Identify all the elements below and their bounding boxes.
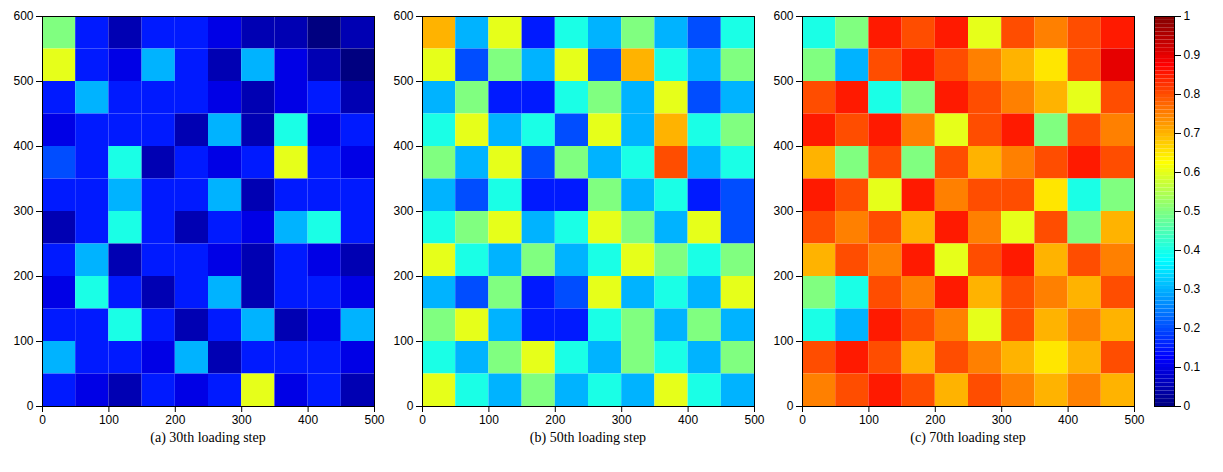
svg-text:500: 500 <box>393 74 413 88</box>
svg-text:0: 0 <box>27 399 34 413</box>
svg-text:600: 600 <box>393 9 413 23</box>
html-text:(c) 70th loading step: (c) 70th loading step <box>910 430 1026 445</box>
svg-text:200: 200 <box>165 413 185 427</box>
svg-text:500: 500 <box>744 413 764 427</box>
svg-text:0.6: 0.6 <box>1184 165 1201 179</box>
svg-text:0.5: 0.5 <box>1184 204 1201 218</box>
svg-text:600: 600 <box>773 9 793 23</box>
html-text:(a) 30th loading step: (a) 30th loading step <box>150 430 266 445</box>
svg-text:100: 100 <box>13 334 33 348</box>
svg-text:400: 400 <box>678 413 698 427</box>
svg-text:0: 0 <box>407 399 414 413</box>
svg-text:300: 300 <box>393 204 413 218</box>
svg-text:0: 0 <box>1184 399 1191 413</box>
svg-text:0.9: 0.9 <box>1184 48 1201 62</box>
svg-text:500: 500 <box>773 74 793 88</box>
svg-text:300: 300 <box>992 413 1012 427</box>
html-text:(b) 50th loading step: (b) 50th loading step <box>529 430 647 445</box>
svg-text:1: 1 <box>1184 9 1191 23</box>
svg-text:0.8: 0.8 <box>1184 87 1201 101</box>
svg-text:200: 200 <box>393 269 413 283</box>
svg-text:600: 600 <box>13 9 33 23</box>
svg-text:100: 100 <box>859 413 879 427</box>
svg-text:0.1: 0.1 <box>1184 360 1201 374</box>
svg-text:500: 500 <box>13 74 33 88</box>
svg-text:100: 100 <box>479 413 499 427</box>
svg-text:0.2: 0.2 <box>1184 321 1201 335</box>
svg-text:0.3: 0.3 <box>1184 282 1201 296</box>
svg-text:300: 300 <box>612 413 632 427</box>
svg-text:300: 300 <box>13 204 33 218</box>
svg-text:300: 300 <box>773 204 793 218</box>
svg-text:200: 200 <box>773 269 793 283</box>
svg-text:0: 0 <box>799 413 806 427</box>
svg-text:0: 0 <box>39 413 46 427</box>
svg-text:500: 500 <box>1124 413 1144 427</box>
svg-text:100: 100 <box>393 334 413 348</box>
svg-text:0.7: 0.7 <box>1184 126 1201 140</box>
svg-text:400: 400 <box>393 139 413 153</box>
svg-text:100: 100 <box>773 334 793 348</box>
svg-text:0: 0 <box>787 399 794 413</box>
svg-text:200: 200 <box>925 413 945 427</box>
svg-text:500: 500 <box>364 413 384 427</box>
svg-text:400: 400 <box>773 139 793 153</box>
svg-text:200: 200 <box>13 269 33 283</box>
svg-text:200: 200 <box>545 413 565 427</box>
svg-text:0.4: 0.4 <box>1184 243 1201 257</box>
svg-text:400: 400 <box>13 139 33 153</box>
svg-text:100: 100 <box>99 413 119 427</box>
svg-text:400: 400 <box>1058 413 1078 427</box>
svg-text:0: 0 <box>419 413 426 427</box>
svg-text:400: 400 <box>298 413 318 427</box>
svg-text:300: 300 <box>232 413 252 427</box>
